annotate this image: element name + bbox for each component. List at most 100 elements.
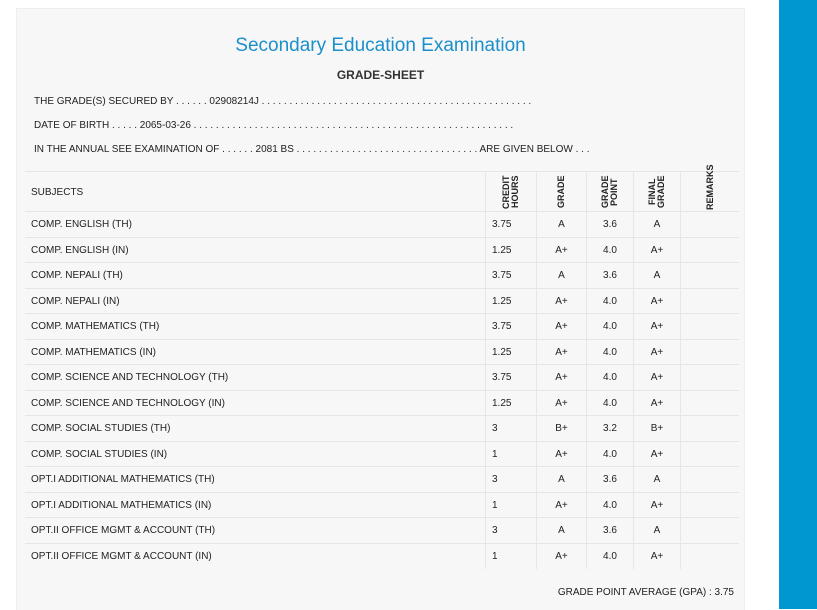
table-row: OPT.II OFFICE MGMT & ACCOUNT (IN) 1 A+ 4.0 A… (25, 542, 739, 569)
grade-value: 1 (492, 448, 498, 460)
title: Secondary Education Examination (235, 35, 526, 56)
table-cell: A+ (633, 314, 680, 340)
subject: COMP. SCIENCE AND TECHNOLOGY (IN) (31, 397, 225, 409)
subject: COMP. NEPALI (TH) (31, 270, 123, 282)
grade-value: A+ (555, 397, 568, 409)
table-row: COMP. SCIENCE AND TECHNOLOGY (IN) 1.25 A+ 4… (25, 389, 739, 417)
grade-value: 3.6 (603, 219, 617, 231)
subject: COMP. ENGLISH (IN) (31, 244, 129, 256)
table-cell (680, 467, 739, 493)
table-cell: COMP. NEPALI (IN) (25, 289, 485, 315)
grade-value: B+ (555, 423, 568, 435)
grade-value: A+ (650, 295, 664, 307)
table-cell: 1.25 (485, 288, 536, 314)
table-cell: COMP. ENGLISH (IN) (25, 238, 485, 264)
grade-value: 3.6 (603, 270, 617, 282)
grade-value: 3.75 (492, 321, 512, 333)
table-cell: COMP. SCIENCE AND TECHNOLOGY (IN) (25, 391, 485, 417)
table-cell: A+ (633, 441, 680, 467)
table-cell: A+ (633, 543, 680, 569)
table-cell (680, 492, 739, 518)
table-cell: 4.0 (586, 441, 633, 467)
subject: COMP. NEPALI (IN) (31, 295, 120, 307)
grade-value: A (653, 219, 661, 231)
grade-value: A+ (555, 346, 568, 358)
table-row: OPT.II OFFICE MGMT & ACCOUNT (TH) 3 A 3.6 A (25, 517, 739, 544)
table-cell: 4.0 (586, 543, 633, 569)
table-cell: A+ (536, 492, 586, 518)
table-cell: COMP. NEPALI (TH) (25, 263, 485, 289)
grade-value: A (558, 474, 565, 486)
grade-value: A+ (555, 295, 568, 307)
grade-value: A+ (555, 372, 568, 384)
table-cell: 3.75 (485, 365, 536, 391)
table-row: OPT.I ADDITIONAL MATHEMATICS (TH) 3 A 3.6 A (25, 466, 739, 493)
grade-value: 3.75 (492, 219, 512, 231)
column-header: CREDIT HOURS (501, 175, 520, 209)
column-header: FINAL GRADE (647, 175, 666, 209)
table-cell: 4.0 (586, 314, 633, 340)
grade-value: A+ (650, 372, 664, 384)
grade-value: 1 (492, 550, 498, 562)
grade-value: A+ (555, 244, 568, 256)
table-cell: OPT.I ADDITIONAL MATHEMATICS (TH) (25, 467, 485, 493)
header-cell: REMARKS (680, 164, 739, 212)
table-cell: A (536, 212, 586, 238)
table-cell: A (536, 467, 586, 493)
table-cell: A+ (536, 441, 586, 467)
grade-value: 3.2 (603, 423, 617, 435)
grade-value: A+ (555, 550, 568, 562)
table-cell: B+ (536, 416, 586, 442)
table-cell: 1 (485, 441, 536, 467)
table-row: COMP. NEPALI (IN) 1.25 A+ 4.0 A+ (25, 287, 739, 315)
table-cell: A+ (536, 288, 586, 314)
table-cell: COMP. ENGLISH (TH) (25, 212, 485, 238)
grade-value: 3.75 (492, 270, 512, 282)
table-cell: A+ (633, 365, 680, 391)
header-row: SUBJECTS CREDIT HOURS GRADE GRADE POINT FINA… (25, 164, 739, 212)
side-bar (779, 0, 817, 609)
table-cell: 4.0 (586, 288, 633, 314)
table-cell: COMP. MATHEMATICS (TH) (25, 314, 485, 340)
subject: OPT.II OFFICE MGMT & ACCOUNT (IN) (31, 550, 212, 562)
table-cell: 3.6 (586, 467, 633, 493)
subject: COMP. MATHEMATICS (TH) (31, 321, 160, 333)
table-row: COMP. MATHEMATICS (TH) 3.75 A+ 4.0 A+ (25, 313, 739, 340)
subject: OPT.I ADDITIONAL MATHEMATICS (IN) (31, 499, 212, 511)
grade-value: A+ (650, 499, 664, 511)
table-row: COMP. SCIENCE AND TECHNOLOGY (TH) 3.75 A+ 4… (25, 364, 739, 391)
grade-value: 3.75 (492, 372, 512, 384)
grade-value: 4.0 (603, 244, 617, 256)
table-cell: 3.75 (485, 212, 536, 238)
grade-value: 3 (492, 474, 498, 486)
table-cell: 3.75 (485, 314, 536, 340)
grade-value: 1.25 (492, 295, 512, 307)
table-row: OPT.I ADDITIONAL MATHEMATICS (IN) 1 A+ 4.0 A… (25, 491, 739, 518)
grade-value: A+ (650, 448, 664, 460)
info-line: DATE OF BIRTH . . . . . 2065-03-26 . . .… (34, 120, 514, 131)
table-cell: 4.0 (586, 237, 633, 263)
table-cell: 3.6 (586, 518, 633, 544)
table-cell (680, 263, 739, 289)
subject: COMP. MATHEMATICS (IN) (31, 346, 156, 358)
grade-value: 3.6 (603, 474, 617, 486)
column-header: GRADE POINT (600, 175, 619, 209)
table-cell: A+ (633, 339, 680, 365)
table-cell: 3.6 (586, 212, 633, 238)
table-cell: A (536, 263, 586, 289)
grade-value: B+ (650, 423, 664, 435)
table-cell: 1 (485, 543, 536, 569)
table-cell: A+ (633, 237, 680, 263)
table-cell: A+ (633, 288, 680, 314)
column-header: GRADE (556, 175, 566, 209)
grade-value: 3.6 (603, 525, 617, 537)
table-cell: OPT.II OFFICE MGMT & ACCOUNT (TH) (25, 518, 485, 544)
grade-value: 1.25 (492, 397, 512, 409)
table-cell: 1 (485, 492, 536, 518)
table-cell (680, 390, 739, 416)
grade-value: 1.25 (492, 346, 512, 358)
grade-value: 4.0 (603, 295, 617, 307)
subject: OPT.I ADDITIONAL MATHEMATICS (TH) (31, 474, 215, 486)
table-cell: COMP. SOCIAL STUDIES (IN) (25, 442, 485, 468)
